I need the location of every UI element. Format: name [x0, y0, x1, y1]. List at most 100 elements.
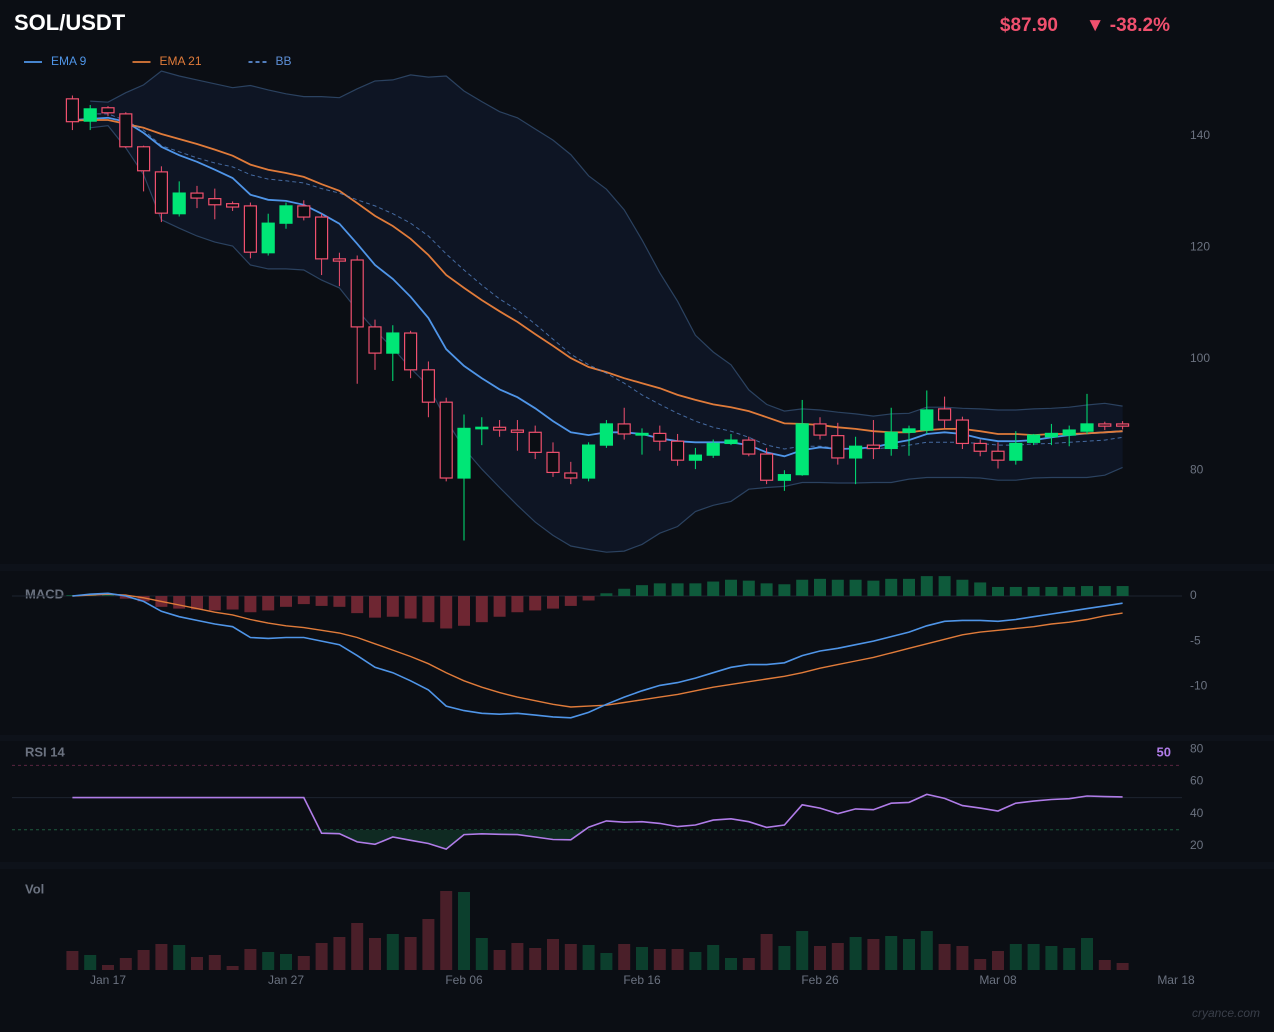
candle-body: [190, 192, 204, 199]
candle-body: [332, 258, 346, 262]
histogram-bar: [1027, 586, 1040, 596]
volume-bar: [475, 938, 488, 970]
histogram-bar: [173, 595, 186, 609]
volume-bar: [671, 949, 684, 970]
candle-body: [510, 429, 524, 433]
volume-bar: [956, 946, 969, 970]
histogram-bar: [636, 585, 648, 596]
candle-body: [439, 401, 453, 479]
volume-bar: [422, 919, 435, 970]
histogram-bar: [1045, 586, 1058, 596]
y-tick-label: 80: [1190, 462, 1204, 476]
candle-body: [920, 409, 934, 431]
y-tick-label: 20: [1190, 838, 1204, 852]
band-line: [90, 124, 1123, 553]
histogram-bar: [547, 595, 559, 609]
legend-label: BB: [276, 54, 292, 68]
volume-bar: [102, 965, 114, 970]
histogram-bar: [725, 579, 737, 596]
indicator-line: [72, 116, 1123, 458]
volume-bar: [707, 945, 720, 970]
chart-title: SOL/USDT: [14, 10, 126, 35]
signal-line: [72, 593, 1123, 708]
candle-body: [528, 431, 542, 453]
volume-bar: [564, 944, 577, 970]
volume-bar: [760, 934, 773, 970]
volume-bar: [369, 938, 381, 970]
price: $87.90: [1000, 15, 1058, 36]
histogram-bar: [280, 595, 292, 607]
volume-bar: [867, 939, 880, 970]
histogram-bar: [102, 595, 114, 596]
histogram-bar: [618, 588, 631, 596]
y-tick-label: 80: [1190, 741, 1204, 755]
histogram-bar: [511, 595, 524, 613]
candle-body: [65, 98, 80, 123]
volume-bar: [1081, 938, 1093, 970]
separator: [0, 862, 1274, 869]
histogram-bar: [992, 586, 1004, 596]
volume-bar: [1116, 963, 1129, 970]
histogram-bar: [315, 595, 328, 606]
histogram-bar: [404, 595, 417, 619]
candle-body: [386, 332, 400, 354]
histogram-bar: [831, 579, 844, 596]
macd-line: [72, 592, 1123, 719]
histogram-bar: [974, 582, 987, 596]
volume-bar: [831, 943, 844, 970]
y-tick-label: 140: [1190, 128, 1210, 142]
histogram-bar: [475, 595, 488, 623]
candle-body: [1115, 423, 1130, 427]
volume-bar: [511, 943, 524, 970]
histogram-bar: [297, 595, 310, 605]
volume-bar: [297, 956, 310, 970]
volume-bar: [742, 958, 755, 970]
histogram-bar: [369, 595, 381, 618]
volume-bar: [173, 945, 186, 970]
histogram-bar: [351, 595, 364, 614]
histogram-bar: [226, 595, 239, 610]
candle-body: [315, 216, 329, 260]
histogram-bar: [1063, 586, 1076, 596]
x-tick-label: Feb 26: [801, 973, 839, 987]
histogram-bar: [119, 595, 132, 599]
histogram-bar: [440, 595, 453, 629]
volume-bar: [155, 944, 168, 970]
histogram-bar: [814, 578, 826, 596]
volume-bar: [547, 939, 559, 970]
volume-bar: [653, 949, 666, 970]
watermark: cryance.com: [1192, 1006, 1260, 1020]
candle-body: [884, 431, 898, 450]
histogram-bar: [938, 576, 951, 596]
histogram-bar: [653, 583, 666, 596]
histogram-bar: [849, 579, 862, 596]
separator: [0, 735, 1274, 741]
candle-body: [831, 435, 845, 459]
candle-body: [350, 259, 364, 328]
volume-bar: [938, 944, 951, 970]
candle-body: [937, 408, 952, 421]
histogram-bar: [1116, 586, 1129, 596]
candle-body: [742, 439, 756, 455]
histogram-bar: [137, 595, 150, 602]
volume-bar: [386, 934, 399, 970]
candle-body: [261, 222, 275, 254]
volume-bar: [529, 948, 542, 970]
candle-body: [1044, 432, 1059, 438]
histogram-bar: [867, 580, 880, 596]
volume-bar: [689, 952, 702, 970]
x-tick-label: Feb 06: [445, 973, 483, 987]
y-tick-label: 100: [1190, 351, 1210, 365]
candle-body: [688, 454, 703, 461]
volume-bar: [992, 951, 1004, 970]
candle-body: [866, 444, 881, 450]
candle-body: [564, 472, 578, 479]
volume-bar: [582, 945, 595, 970]
candle-body: [137, 146, 151, 172]
histogram-bar: [529, 595, 542, 611]
change: ▼ -38.2%: [1086, 15, 1170, 36]
candle-body: [457, 427, 471, 479]
histogram-bar: [956, 579, 969, 596]
histogram-bar: [1098, 586, 1111, 596]
